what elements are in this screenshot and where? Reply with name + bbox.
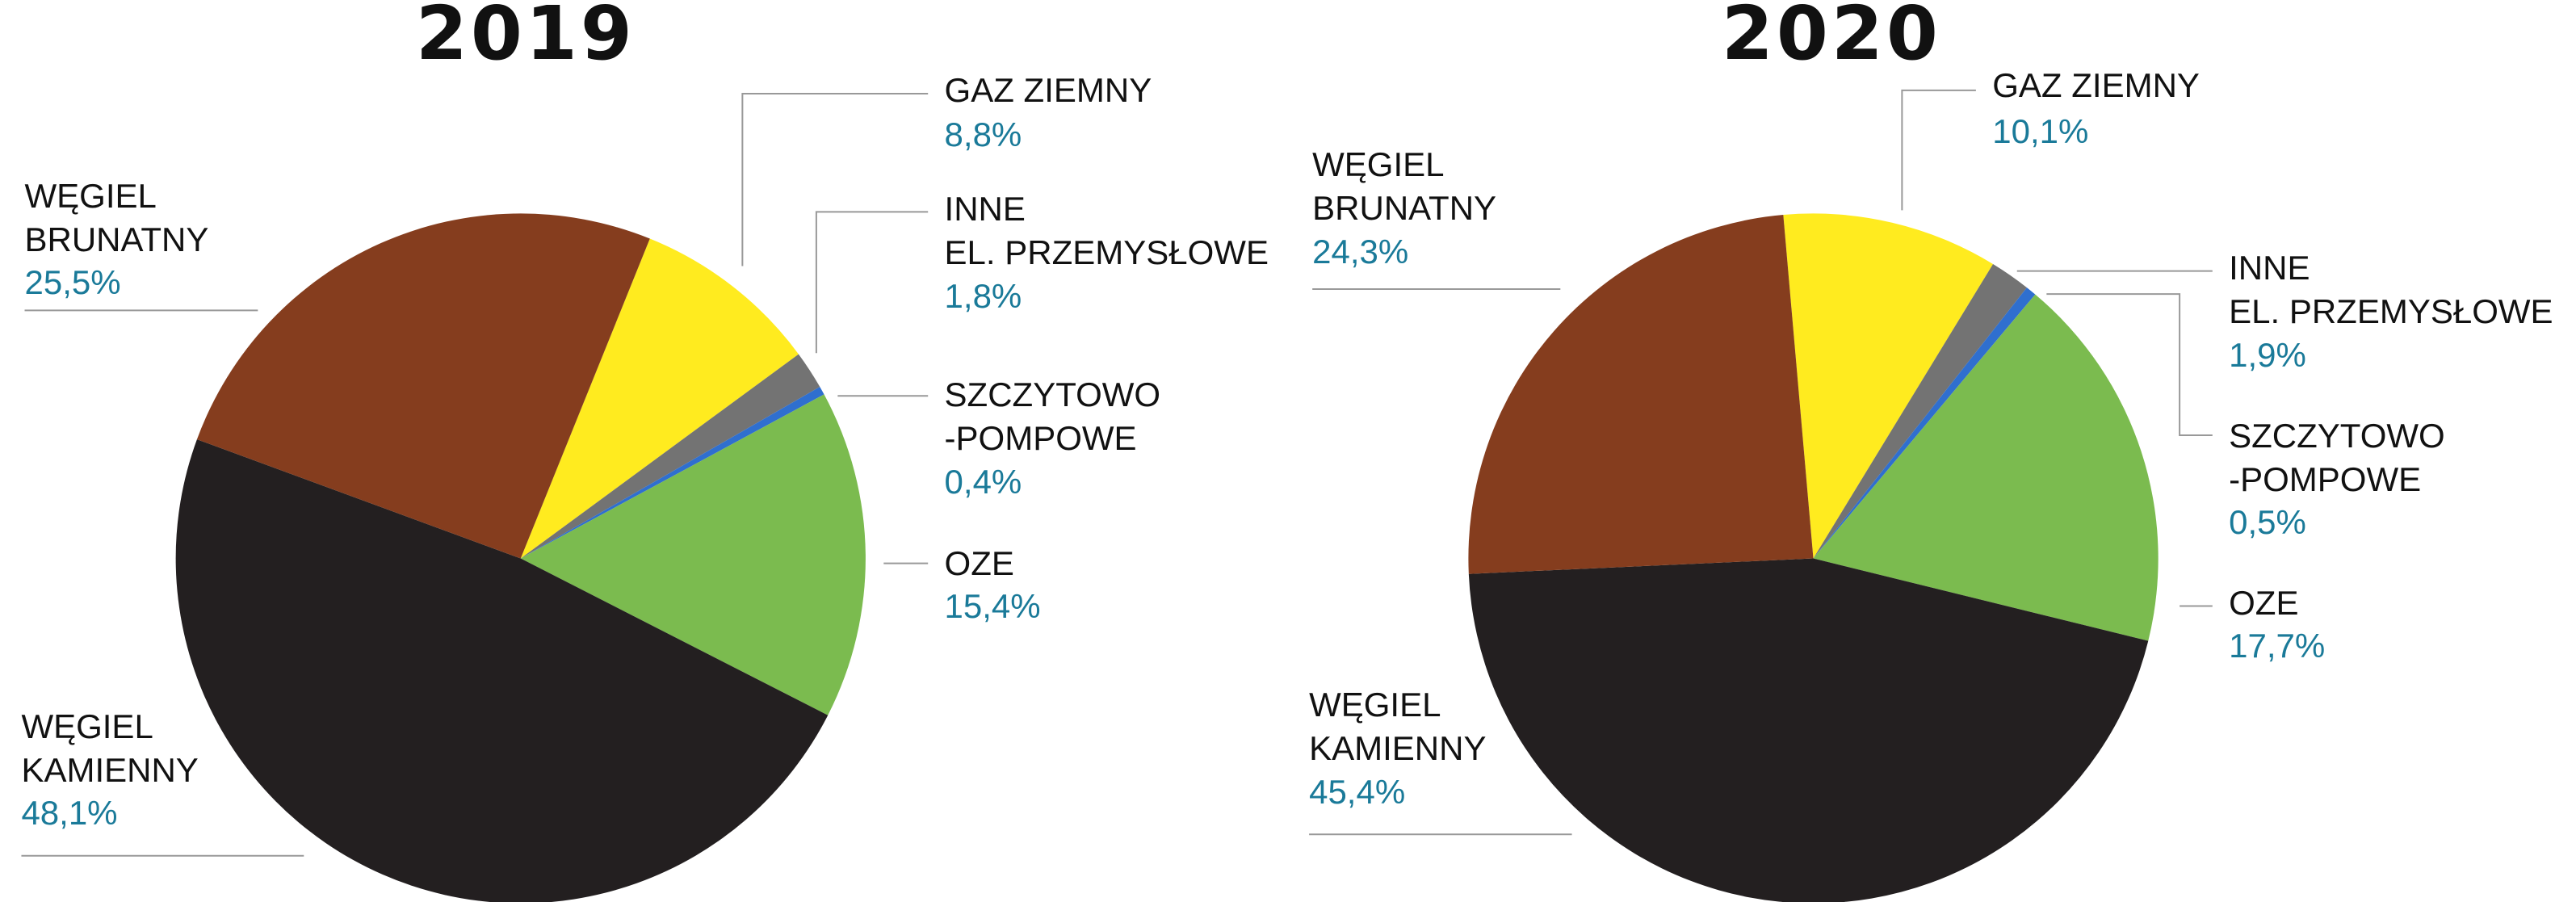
slice-label: INNE EL. PRZEMYSŁOWE (2229, 249, 2553, 331)
slice-value: 1,8% (944, 276, 1022, 315)
slice-value: 0,5% (2229, 503, 2306, 542)
pie-slice (520, 387, 824, 559)
slice-value: 8,8% (944, 115, 1022, 154)
pie-slice (520, 238, 799, 559)
slice-value: 45,4% (1309, 772, 1406, 811)
pie-slice (196, 213, 650, 559)
slice-value: 10,1% (1992, 112, 2089, 151)
slice-label: GAZ ZIEMNY (944, 71, 1152, 110)
slice-label: OZE (2229, 584, 2299, 623)
leader-line (2046, 293, 2213, 437)
slice-value: 48,1% (21, 794, 118, 833)
pie-slice (1813, 287, 2036, 559)
slice-label: SZCZYTOWO -POMPOWE (2229, 416, 2445, 498)
chart-title: 2019 (415, 0, 636, 77)
slice-label: WĘGIEL KAMIENNY (1309, 686, 1487, 768)
slice-value: 0,4% (944, 462, 1022, 501)
slice-value: 24,3% (1312, 232, 1409, 271)
pie-slice (1468, 215, 1814, 574)
leader-line (741, 92, 929, 266)
pie-slice (1468, 558, 2149, 902)
pie-slice (520, 354, 820, 559)
slice-label: INNE EL. PRZEMYSŁOWE (944, 189, 1269, 271)
chart-title: 2020 (1721, 0, 1941, 77)
slice-label: SZCZYTOWO -POMPOWE (944, 375, 1161, 457)
slice-label: OZE (944, 544, 1014, 583)
pie-slice (1813, 294, 2159, 641)
slice-label: GAZ ZIEMNY (1992, 66, 2200, 105)
pie-slice (1813, 263, 2027, 559)
pie-slice (1783, 213, 1994, 559)
slice-value: 15,4% (944, 587, 1041, 626)
pie-slice (520, 394, 866, 715)
slice-value: 17,7% (2229, 626, 2326, 665)
leader-line (1901, 89, 1976, 211)
slice-label: WĘGIEL BRUNATNY (1312, 145, 1497, 227)
slice-value: 1,9% (2229, 335, 2306, 374)
pie-slice (175, 439, 829, 902)
slice-label: WĘGIEL KAMIENNY (21, 707, 199, 789)
slice-value: 25,5% (24, 263, 121, 302)
leader-line (815, 211, 929, 354)
slice-label: WĘGIEL BRUNATNY (24, 176, 209, 258)
